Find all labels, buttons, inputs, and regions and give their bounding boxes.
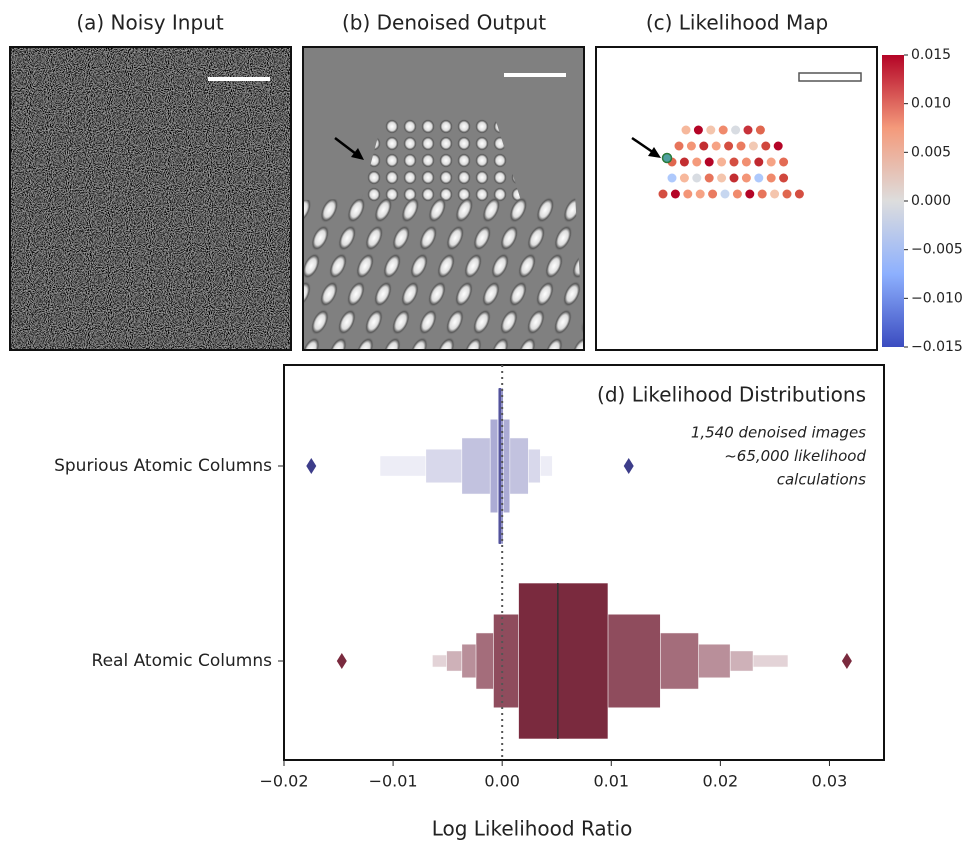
panel-title: (c) Likelihood Map xyxy=(646,11,828,35)
map-dot xyxy=(670,189,680,199)
map-dot xyxy=(692,157,702,167)
map-dot xyxy=(779,173,789,183)
scale-bar xyxy=(208,77,270,81)
map-dot xyxy=(699,141,709,151)
map-dot xyxy=(708,189,718,199)
annotation: ~65,000 likelihood xyxy=(724,447,866,465)
map-dot xyxy=(686,141,696,151)
colorbar-tick-label: −0.005 xyxy=(911,242,963,258)
map-dot xyxy=(736,141,746,151)
frame xyxy=(9,46,292,351)
map-dot xyxy=(674,141,684,151)
panel-title: (b) Denoised Output xyxy=(342,11,546,35)
map-dot xyxy=(692,173,702,183)
map-dot xyxy=(679,173,689,183)
map-dots xyxy=(658,125,804,199)
map-dot xyxy=(794,189,804,199)
noise xyxy=(10,47,291,350)
map-dot xyxy=(766,173,776,183)
map-dot xyxy=(766,157,776,167)
map-dot xyxy=(706,125,716,135)
map-dot xyxy=(695,189,705,199)
map-dot xyxy=(720,189,730,199)
x-tick-label: −0.01 xyxy=(369,772,418,791)
colorbar-tick-label: 0.015 xyxy=(911,47,951,63)
map-dot xyxy=(693,125,703,135)
x-tick-label: −0.02 xyxy=(259,772,308,791)
chart-title: (d) Likelihood Distributions xyxy=(597,383,866,407)
plot: −0.02 −0.01 0.00 0.01 0.02 0.03 Spurious Atomi… xyxy=(54,365,866,791)
letter-value-box xyxy=(518,582,609,740)
outlier xyxy=(623,458,634,474)
x-tick-label: 0.02 xyxy=(703,772,739,791)
map-dot xyxy=(779,157,789,167)
map-dot xyxy=(745,189,755,199)
map-dot xyxy=(667,173,677,183)
map-dot xyxy=(717,173,727,183)
map-dot xyxy=(741,157,751,167)
map-dot xyxy=(704,157,714,167)
arrow-head xyxy=(648,147,661,158)
substrate-lattice xyxy=(303,194,584,350)
map-dot xyxy=(681,125,691,135)
x-tick-label: 0.03 xyxy=(812,772,848,791)
x-tick-label: 0.01 xyxy=(593,772,629,791)
annotation: calculations xyxy=(777,471,866,489)
map-dot xyxy=(718,125,728,135)
outlier xyxy=(336,653,347,669)
map-dot xyxy=(717,157,727,167)
panel-title: (a) Noisy Input xyxy=(76,11,224,35)
colorbar-tick-label: 0.000 xyxy=(911,193,951,209)
island-lattice xyxy=(360,118,522,204)
x-tick-label: 0.00 xyxy=(484,772,520,791)
x-axis-label: Log Likelihood Ratio xyxy=(432,817,633,841)
y-tick-label: Real Atomic Columns xyxy=(92,651,273,671)
map-dot xyxy=(732,189,742,199)
map-dot xyxy=(773,141,783,151)
outlier xyxy=(306,458,317,474)
scale-bar xyxy=(504,73,566,77)
map-dot xyxy=(704,173,714,183)
map-dot xyxy=(754,173,764,183)
colorbar-tick-label: −0.010 xyxy=(911,290,963,306)
map-dot xyxy=(724,141,734,151)
colorbar-tick-label: −0.015 xyxy=(911,339,963,355)
map-dot xyxy=(741,173,751,183)
colorbar-tick-label: 0.005 xyxy=(911,144,951,160)
highlight-dot xyxy=(661,152,673,164)
map-dot xyxy=(731,125,741,135)
map-dot xyxy=(658,189,668,199)
map-dot xyxy=(748,141,758,151)
map-dot xyxy=(754,157,764,167)
map-dot xyxy=(757,189,767,199)
scale-bar xyxy=(798,72,862,82)
map-dot xyxy=(679,157,689,167)
map-dot xyxy=(761,141,771,151)
map-dot xyxy=(683,189,693,199)
frame xyxy=(302,46,585,351)
map-dot xyxy=(729,173,739,183)
annotation: 1,540 denoised images xyxy=(691,424,866,442)
map-dot xyxy=(782,189,792,199)
y-tick-label: Spurious Atomic Columns xyxy=(54,456,272,476)
map-dot xyxy=(755,125,765,135)
map-dot xyxy=(711,141,721,151)
colorbar xyxy=(882,55,904,347)
map-dot xyxy=(729,157,739,167)
arrow-head xyxy=(351,148,364,160)
map-dot xyxy=(743,125,753,135)
map-dot xyxy=(770,189,780,199)
likelihood-map xyxy=(595,46,878,351)
colorbar-tick-label: 0.010 xyxy=(911,96,951,112)
outlier xyxy=(841,653,852,669)
